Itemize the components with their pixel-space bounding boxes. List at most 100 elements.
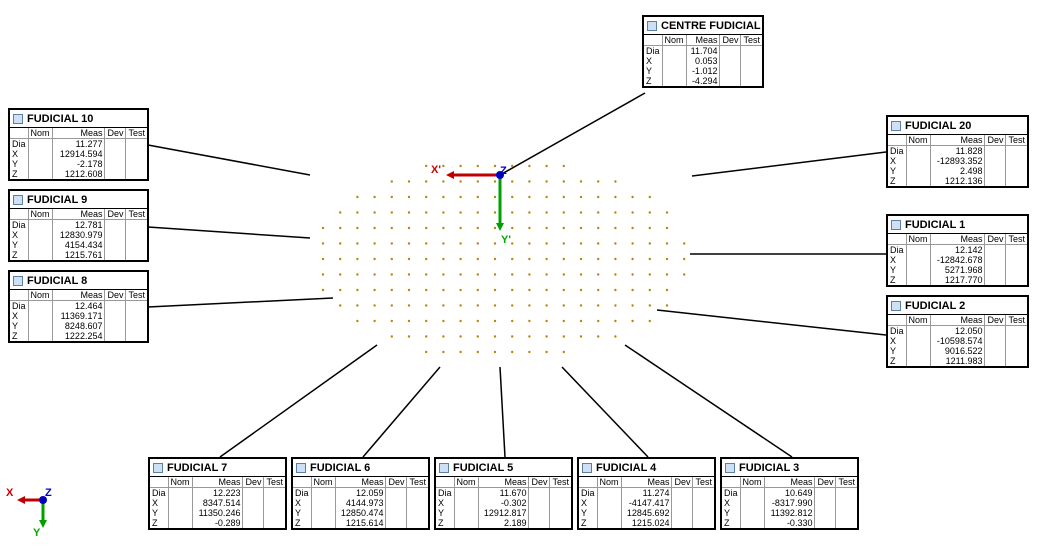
row-label: Y xyxy=(579,508,598,518)
row-label: Dia xyxy=(293,487,312,498)
fiducial-dot xyxy=(665,257,669,261)
fiducial-dot xyxy=(545,304,548,307)
meas-value: -1.012 xyxy=(686,66,721,76)
column-header: Meas xyxy=(930,234,986,245)
fiducial-dot xyxy=(425,226,428,230)
callout-title-bar: FUDICIAL 5 xyxy=(436,459,571,477)
fiducial-dot xyxy=(683,242,686,245)
fiducial-dot xyxy=(442,273,445,276)
row-label: Dia xyxy=(888,325,907,336)
callout-icon xyxy=(891,300,901,311)
meas-value: 0.053 xyxy=(686,56,721,66)
fiducial-dot xyxy=(321,257,325,261)
fiducial-dot xyxy=(597,273,600,276)
part-axes xyxy=(446,171,504,231)
row-label: Dia xyxy=(10,219,29,230)
fiducial-dot xyxy=(493,273,497,276)
leader-line xyxy=(691,151,887,177)
fiducial-dot xyxy=(321,288,325,292)
callout-icon xyxy=(13,113,23,124)
column-header: Test xyxy=(835,477,857,488)
fiducial-dot xyxy=(459,288,462,292)
fiducial-dot xyxy=(597,288,600,292)
callout-icon xyxy=(647,20,657,31)
column-header: Meas xyxy=(930,135,986,146)
fiducial-dot xyxy=(373,304,376,307)
column-header: Dev xyxy=(719,35,742,46)
fiducial-dot xyxy=(425,164,428,168)
fiducial-dot xyxy=(683,257,686,261)
fiducial-dot xyxy=(356,242,359,245)
callout-table: Nom Meas Dev Test Dia 12.464 X 11369.171 Y 8248.6… xyxy=(10,290,147,341)
fiducial-dot xyxy=(390,304,393,307)
fiducial-dot xyxy=(528,242,531,245)
column-header: Meas xyxy=(930,315,986,326)
fiducial-dot xyxy=(511,257,514,261)
machine-axes xyxy=(17,496,47,528)
fiducial-dot xyxy=(579,335,583,338)
row-label: Y xyxy=(150,508,169,518)
fiducial-dot xyxy=(597,257,600,261)
column-header: Nom xyxy=(28,128,53,139)
fiducial-dot xyxy=(476,195,479,199)
fiducial-dot xyxy=(390,195,393,199)
row-label: Y xyxy=(722,508,741,518)
fiducial-callout: FUDICIAL 4 Nom Meas Dev Test Dia 11.274 X -4147.… xyxy=(577,457,716,530)
row-label: X xyxy=(888,336,907,346)
callout-title-bar: FUDICIAL 1 xyxy=(888,216,1027,234)
leader-line xyxy=(147,144,311,176)
row-label: X xyxy=(722,498,741,508)
callout-table: Nom Meas Dev Test Dia 10.649 X -8317.990 Y 11392.… xyxy=(722,477,857,528)
row-label: Y xyxy=(436,508,455,518)
fiducial-dot xyxy=(425,350,428,354)
callout-table: Nom Meas Dev Test Dia 12.781 X 12830.979 Y 4154.4… xyxy=(10,209,147,260)
callout-table: Nom Meas Dev Test Dia 11.670 X -0.302 Y 12912.817… xyxy=(436,477,571,528)
fiducial-dot xyxy=(356,195,359,199)
fiducial-dot xyxy=(528,195,531,199)
callout-title: FUDICIAL 2 xyxy=(905,299,966,312)
column-header: Dev xyxy=(671,477,694,488)
fiducial-dot xyxy=(356,211,359,214)
meas-value: -12842.678 xyxy=(930,255,986,265)
fiducial-dot xyxy=(631,195,634,199)
fiducial-dot xyxy=(356,273,359,276)
fiducial-dot xyxy=(614,319,617,323)
fiducial-dot xyxy=(390,211,393,214)
row-label: Dia xyxy=(888,145,907,156)
fiducial-dot xyxy=(648,211,651,214)
column-header: Meas xyxy=(52,128,106,139)
fiducial-dot xyxy=(373,288,376,292)
fiducial-dot xyxy=(476,335,479,338)
fiducial-dot xyxy=(562,335,565,338)
meas-value: -4147.417 xyxy=(621,498,673,508)
fiducial-callout: FUDICIAL 5 Nom Meas Dev Test Dia 11.670 X -0.302… xyxy=(434,457,573,530)
fiducial-dot xyxy=(562,242,565,245)
fiducial-dot xyxy=(476,242,479,245)
row-label: X xyxy=(644,56,663,66)
meas-value: 2.498 xyxy=(930,166,986,176)
fiducial-dot xyxy=(545,180,548,183)
fiducial-dot xyxy=(579,195,583,199)
column-header: Nom xyxy=(311,477,336,488)
fiducial-dot xyxy=(442,304,445,307)
fiducial-dot xyxy=(373,319,376,323)
fiducial-callout: FUDICIAL 8 Nom Meas Dev Test Dia 12.464 X 11369.… xyxy=(8,270,149,343)
meas-value: -10598.574 xyxy=(930,336,986,346)
column-header: Dev xyxy=(984,135,1007,146)
leader-line xyxy=(499,92,646,176)
fiducial-dot xyxy=(459,211,462,214)
callout-table: Nom Meas Dev Test Dia 11.828 X -12893.352 Y 2.498… xyxy=(888,135,1027,186)
fiducial-dot xyxy=(579,319,583,323)
part-y-label: Y' xyxy=(501,234,511,246)
callout-title-bar: FUDICIAL 20 xyxy=(888,117,1027,135)
fiducial-dot xyxy=(631,304,634,307)
fiducial-dot xyxy=(407,335,411,338)
fiducial-dot xyxy=(493,180,497,183)
fiducial-dot xyxy=(511,211,514,214)
fiducial-dot xyxy=(407,180,411,183)
fiducial-dot xyxy=(407,273,411,276)
row-label: X xyxy=(10,311,29,321)
fiducial-dot xyxy=(631,288,634,292)
fiducial-dot xyxy=(425,304,428,307)
